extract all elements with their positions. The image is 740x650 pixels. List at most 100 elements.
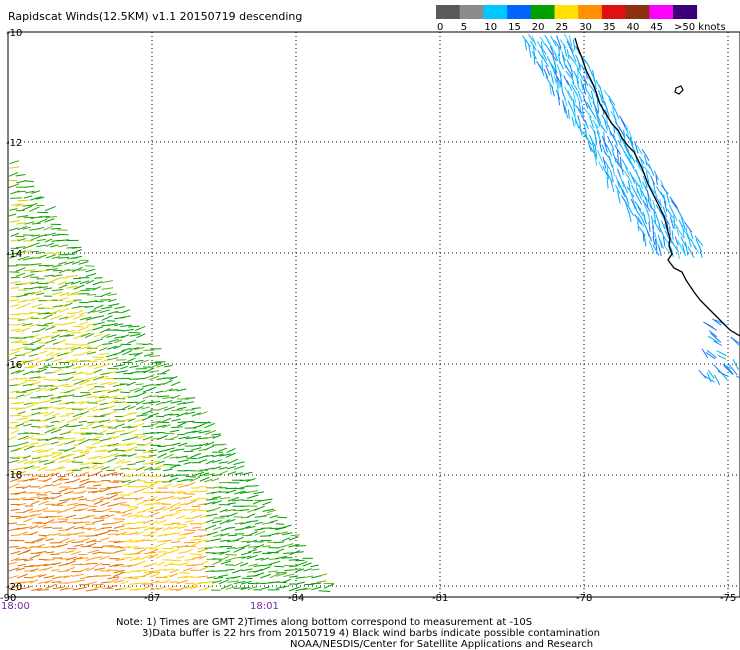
wind-barb (212, 459, 222, 464)
wind-barb (274, 565, 285, 568)
wind-barb (70, 551, 81, 556)
wind-barb (100, 514, 109, 518)
wind-barb (38, 573, 47, 578)
wind-barb (59, 478, 69, 481)
wind-barb (99, 530, 111, 536)
wind-barb (142, 394, 152, 400)
wind-barb (213, 576, 224, 580)
wind-barb (86, 505, 98, 508)
wind-barb (16, 417, 28, 421)
wind-barb (17, 199, 29, 202)
wind-barb (261, 586, 270, 590)
wind-barb (170, 464, 180, 469)
wind-barb (107, 576, 120, 580)
wind-barb (220, 539, 231, 542)
wind-barb (156, 406, 168, 411)
wind-barb (43, 287, 53, 290)
wind-barb (44, 405, 53, 410)
wind-barb (725, 365, 734, 375)
wind-barb (9, 166, 20, 169)
lon-label: -87 (144, 593, 160, 604)
lat-label: -12 (6, 138, 22, 149)
wind-barb (77, 363, 89, 369)
wind-barb (23, 423, 32, 427)
wind-barb (36, 337, 48, 340)
wind-barb (288, 544, 300, 548)
wind-barb (204, 547, 214, 549)
wind-barb (128, 325, 140, 328)
wind-barb (66, 300, 77, 303)
wind-barb (148, 370, 159, 373)
wind-barb (135, 479, 146, 482)
wind-barb (51, 368, 63, 374)
wind-barb (115, 501, 127, 505)
wind-barb (155, 390, 164, 394)
wind-barb (561, 51, 566, 62)
wind-barb (190, 498, 200, 502)
wind-barb (176, 406, 187, 410)
wind-barb (581, 105, 584, 117)
wind-barb (148, 386, 157, 391)
wind-barb (85, 523, 95, 525)
wind-barb (92, 375, 105, 381)
wind-barb (171, 522, 181, 524)
wind-barb (45, 579, 54, 584)
wind-barb (31, 411, 41, 416)
wind-barb (185, 585, 198, 590)
wind-barb (163, 413, 173, 416)
wind-barb (654, 231, 658, 245)
wind-barb (171, 409, 184, 411)
wind-barb (85, 588, 98, 592)
wind-barb (624, 166, 630, 176)
wind-barb (122, 539, 134, 543)
wind-barb (16, 294, 29, 298)
wind-barb (191, 412, 201, 417)
wind-barb (23, 585, 34, 590)
wind-barb (10, 203, 21, 206)
wind-barb (623, 141, 629, 152)
wind-barb (134, 496, 144, 501)
wind-barb (252, 572, 265, 577)
wind-barb (540, 54, 550, 68)
wind-barb (275, 531, 288, 535)
wind-barb (59, 520, 68, 523)
wind-barb (135, 325, 146, 332)
wind-barb (239, 509, 250, 511)
wind-barb (87, 309, 96, 314)
wind-barb (44, 484, 54, 487)
wind-barb (192, 430, 202, 433)
wind-barb (65, 429, 74, 434)
lat-label: -14 (6, 249, 22, 260)
wind-barb (643, 214, 647, 224)
wind-barb (176, 388, 187, 392)
wind-barb (611, 104, 615, 114)
wind-barb (226, 448, 236, 453)
wind-barb (38, 366, 49, 370)
latitude-labels: -10 -12 -14 -16 -18 -20 (6, 28, 22, 593)
wind-barb (550, 35, 557, 47)
wind-barb (246, 520, 259, 523)
wind-barb (288, 586, 300, 592)
wind-barb (730, 337, 740, 345)
wind-barb (604, 120, 608, 131)
wind-barb (204, 467, 214, 471)
wind-barb (85, 382, 97, 386)
wind-barb (100, 372, 111, 376)
wind-barb (225, 526, 236, 530)
wind-barb (86, 581, 98, 585)
wind-barb (554, 61, 557, 73)
wind-barb (206, 513, 218, 517)
wind-barb (579, 129, 588, 140)
wind-barb (618, 126, 625, 137)
wind-barb (615, 175, 620, 189)
wind-barb (559, 60, 564, 70)
wind-barb (99, 375, 109, 380)
wind-barb (66, 556, 77, 561)
wind-barb (598, 140, 603, 152)
wind-barb (717, 354, 727, 360)
wind-barb (722, 363, 731, 370)
wind-barb (155, 383, 165, 386)
wind-barb (31, 407, 43, 411)
wind-barb (45, 254, 56, 259)
wind-barb (45, 215, 58, 219)
